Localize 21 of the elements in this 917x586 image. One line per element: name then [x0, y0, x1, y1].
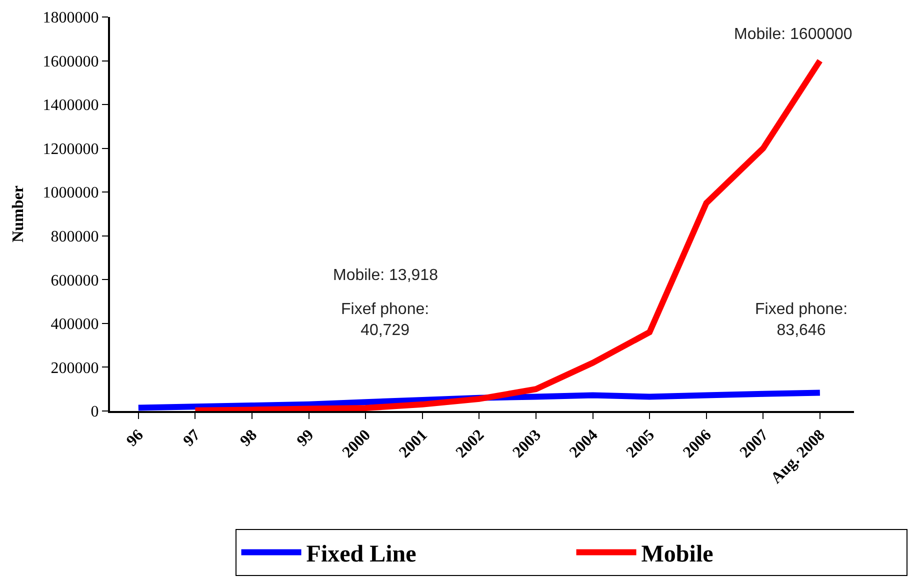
annotation: Mobile: 13,918	[333, 267, 438, 284]
x-tick-label: 99	[294, 426, 318, 450]
y-tick-label: 1600000	[42, 53, 99, 70]
y-tick-label: 0	[90, 404, 99, 421]
y-tick-label: 1400000	[42, 97, 99, 114]
y-tick-label: 1000000	[42, 184, 99, 202]
annotation: Fixed phone: 83,646	[755, 301, 848, 339]
x-tick-label: 97	[180, 426, 204, 450]
y-tick-label: 1200000	[42, 140, 99, 158]
y-tick-label: 200000	[50, 360, 99, 377]
legend-label: Mobile	[641, 542, 714, 568]
x-tick-label: 98	[237, 426, 260, 450]
y-axis-title: Number	[10, 186, 28, 242]
y-tick-label: 600000	[50, 272, 99, 290]
annotation: Fixef phone: 40,729	[341, 301, 430, 339]
x-tick-label: 96	[124, 426, 147, 450]
annotation: Mobile: 1600000	[734, 26, 852, 43]
legend-label: Fixed Line	[306, 542, 417, 568]
y-tick-label: 800000	[50, 228, 99, 246]
y-tick-label: 400000	[50, 316, 99, 334]
y-tick-label: 1800000	[42, 10, 99, 27]
